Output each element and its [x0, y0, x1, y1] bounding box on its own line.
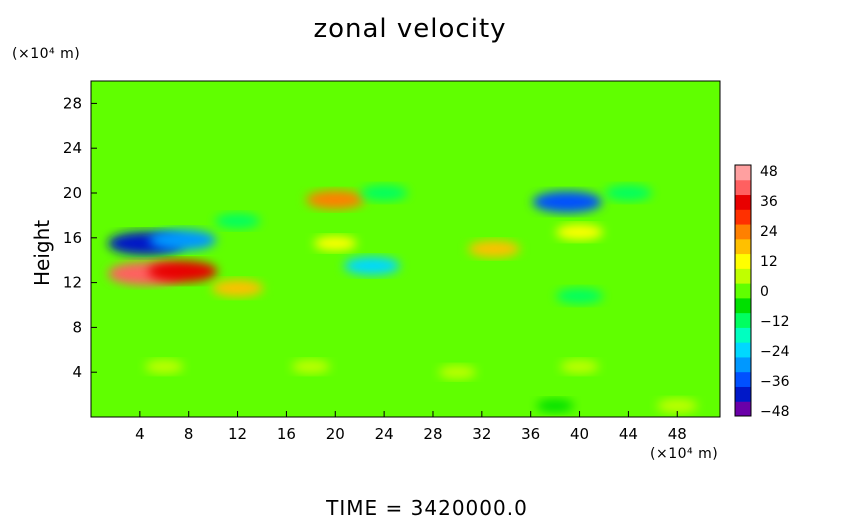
heatmap-cell-20 [536, 399, 574, 413]
heatmap-cell-6 [343, 256, 401, 275]
plot-frame [90, 80, 721, 418]
x-tick-label: 8 [184, 425, 194, 443]
x-tick-label: 48 [668, 425, 687, 443]
chart-title: zonal velocity [313, 14, 507, 44]
x-tick-label: 20 [326, 425, 345, 443]
colorbar-swatch [735, 327, 751, 343]
y-axis: 4 8 12 16 20 24 28 [63, 94, 97, 381]
colorbar-swatch [735, 238, 751, 255]
colorbar-label: 24 [760, 224, 778, 240]
heatmap-cell-10 [360, 185, 408, 201]
colorbar-swatch [735, 297, 751, 314]
heatmap-cell-14 [313, 236, 357, 251]
colorbar-swatch [735, 165, 751, 181]
colorbar-label: 12 [760, 254, 778, 270]
colorbar-swatch [735, 356, 751, 373]
colorbar-label: −48 [760, 404, 790, 420]
heatmap-cell-17 [438, 365, 477, 379]
colorbar-swatch [735, 253, 751, 269]
heatmap-cell-13 [214, 213, 261, 229]
y-axis-unit: (×10⁴ m) [12, 46, 81, 62]
x-tick-label: 12 [228, 425, 247, 443]
y-tick-label: 16 [63, 229, 82, 247]
colorbar-label: 48 [760, 164, 778, 180]
heatmap-cell-19 [656, 398, 698, 413]
x-tick-label: 4 [135, 425, 145, 443]
y-tick-label: 12 [63, 274, 82, 292]
colorbar-swatch [735, 194, 751, 210]
colorbar-swatch [735, 283, 751, 299]
x-tick-label: 36 [521, 425, 540, 443]
colorbar-label: 36 [760, 194, 778, 210]
colorbar-swatch [735, 386, 751, 402]
heatmap-cell-16 [291, 359, 331, 374]
heatmap-features [107, 185, 698, 413]
heatmap-cell-15 [144, 359, 184, 374]
x-axis-unit: (×10⁴ m) [650, 446, 719, 462]
y-tick-label: 24 [63, 139, 82, 157]
heatmap-cell-1 [149, 229, 217, 251]
colorbar-swatch [735, 312, 751, 328]
colorbar-frame [734, 164, 752, 417]
colorbar-swatch [735, 371, 751, 387]
colorbar-swatch [735, 401, 751, 417]
heatmap-cell-5 [306, 190, 365, 210]
colorbar-swatch [735, 342, 751, 358]
y-tick-label: 8 [72, 318, 82, 336]
colorbar-swatch [735, 179, 751, 196]
heatmap-cell-4 [532, 191, 603, 213]
colorbar: 48 36 24 12 0 −12 −24 −36 −48 [734, 164, 790, 420]
colorbar-swatch [735, 268, 751, 284]
y-tick-label: 4 [72, 363, 82, 381]
x-axis: 4 8 12 16 20 24 28 32 36 40 44 48 [135, 411, 687, 443]
x-tick-label: 44 [619, 425, 638, 443]
heatmap-cell-12 [555, 288, 604, 305]
colorbar-label: −12 [760, 314, 790, 330]
colorbar-label: −24 [760, 344, 790, 360]
heatmap-cell-9 [555, 224, 604, 241]
colorbar-swatch [735, 224, 751, 240]
x-tick-label: 16 [277, 425, 296, 443]
colorbar-label: 0 [760, 284, 769, 300]
y-tick-label: 28 [63, 94, 82, 112]
heatmap-cell-11 [604, 185, 653, 201]
y-tick-label: 20 [63, 184, 82, 202]
heatmap-cell-18 [560, 359, 599, 374]
heatmap-cell-3 [147, 260, 218, 283]
time-label: TIME = 3420000.0 [326, 496, 528, 520]
colorbar-label: −36 [760, 374, 790, 390]
heatmap-cell-8 [468, 240, 520, 258]
x-tick-label: 32 [472, 425, 491, 443]
x-tick-label: 40 [570, 425, 589, 443]
heatmap-cell-7 [211, 279, 264, 297]
x-tick-label: 24 [375, 425, 394, 443]
x-tick-label: 28 [423, 425, 442, 443]
colorbar-swatch [735, 209, 751, 225]
